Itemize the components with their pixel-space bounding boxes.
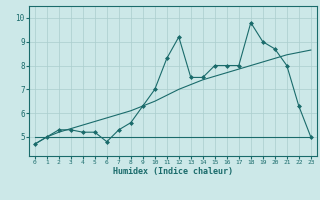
X-axis label: Humidex (Indice chaleur): Humidex (Indice chaleur) [113, 167, 233, 176]
